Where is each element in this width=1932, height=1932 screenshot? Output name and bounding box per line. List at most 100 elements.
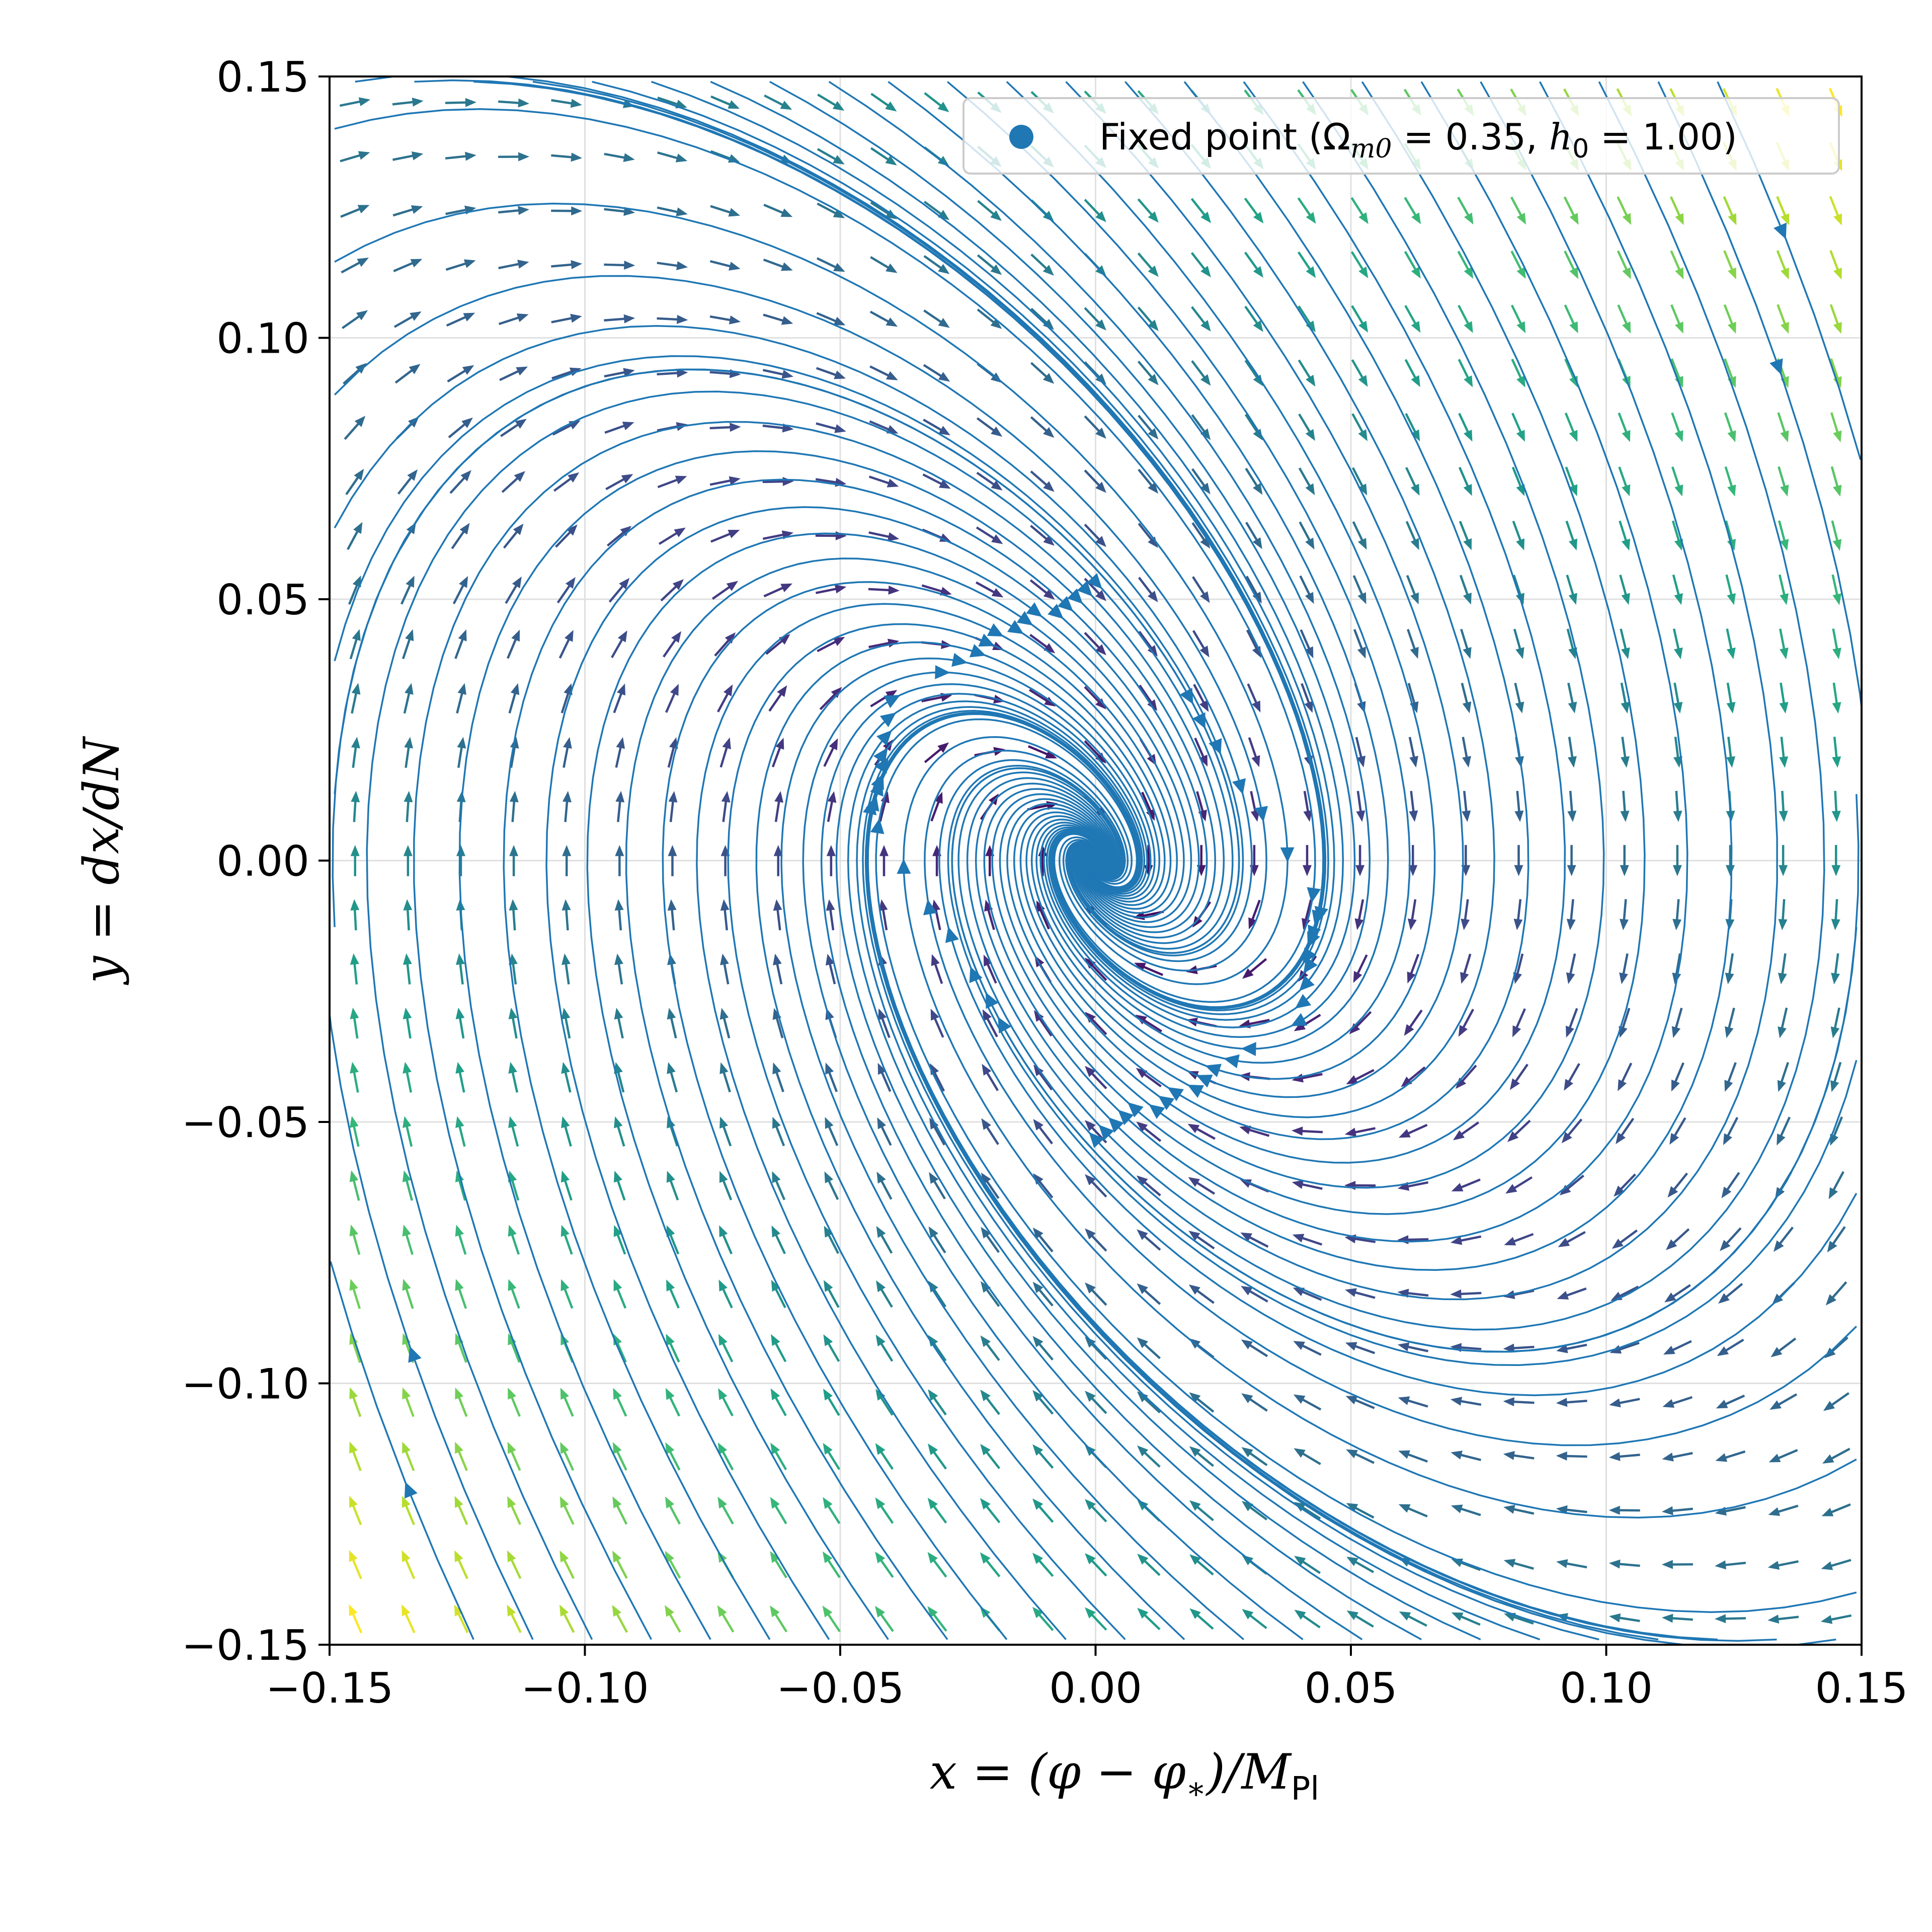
quiver-arrowhead bbox=[1240, 1232, 1252, 1242]
quiver-arrowhead bbox=[1718, 1293, 1730, 1304]
quiver-arrowhead bbox=[990, 318, 1002, 329]
quiver-arrowhead bbox=[1148, 319, 1159, 332]
quiver-arrowhead bbox=[462, 365, 474, 375]
quiver-arrowhead bbox=[518, 152, 530, 162]
quiver-arrowhead bbox=[1569, 267, 1579, 279]
quiver-arrowhead bbox=[1673, 756, 1682, 768]
quiver-arrowhead bbox=[1780, 485, 1789, 497]
quiver-arrowhead bbox=[1189, 1392, 1201, 1403]
quiver-arrowhead bbox=[781, 262, 793, 271]
quiver-arrowhead bbox=[720, 953, 729, 965]
streamline bbox=[951, 767, 1860, 1353]
quiver-arrowhead bbox=[509, 899, 518, 911]
quiver-arrowhead bbox=[1507, 1131, 1519, 1142]
quiver-arrowhead bbox=[930, 1008, 939, 1021]
quiver-arrowhead bbox=[1608, 1505, 1620, 1515]
quiver-arrowhead bbox=[1305, 592, 1314, 604]
quiver-arrowhead bbox=[1725, 919, 1735, 931]
quiver-arrowhead bbox=[834, 424, 846, 433]
streamline bbox=[334, 202, 1289, 985]
quiver-arrowhead bbox=[560, 1279, 570, 1292]
quiver-arrowhead bbox=[1242, 968, 1254, 979]
quiver-arrowhead bbox=[1188, 1231, 1200, 1241]
quiver-arrowhead bbox=[1831, 919, 1840, 931]
quiver-arrowhead bbox=[562, 845, 572, 856]
axis-ticks: −0.15−0.15 −0.10 −0.10 −0.05 −0.05 0.00 0.00 0.… bbox=[182, 53, 1908, 1713]
quiver-arrowhead bbox=[567, 524, 578, 536]
quiver-arrowhead bbox=[1147, 591, 1158, 603]
quiver-arrowhead bbox=[1671, 1026, 1681, 1038]
quiver-arrowhead bbox=[1200, 591, 1210, 603]
quiver-arrowhead bbox=[1095, 373, 1106, 385]
quiver-arrowhead bbox=[1778, 973, 1787, 985]
quiver-arrowhead bbox=[1095, 590, 1106, 601]
quiver-arrowhead bbox=[623, 153, 635, 163]
quiver-arrowhead bbox=[729, 315, 741, 325]
streamline bbox=[924, 750, 1858, 1446]
quiver-arrowhead bbox=[980, 1335, 991, 1347]
quiver-arrowhead bbox=[1043, 589, 1055, 600]
quiver-arrowhead bbox=[1085, 1391, 1096, 1402]
quiver-arrowhead bbox=[1569, 430, 1578, 442]
quiver-arrowhead bbox=[1294, 1448, 1306, 1458]
quiver-arrowhead bbox=[612, 1496, 622, 1508]
streamline-arrowhead bbox=[1295, 994, 1312, 1009]
quiver-arrowhead bbox=[1780, 539, 1789, 551]
streamline bbox=[1019, 81, 1495, 1118]
quiver-arrowhead bbox=[457, 683, 466, 695]
quiver-arrowhead bbox=[454, 1496, 463, 1508]
streamline bbox=[710, 80, 1344, 1021]
quiver-arrowhead bbox=[612, 1550, 622, 1563]
streamline-arrowhead bbox=[935, 665, 950, 679]
streamline-arrowhead bbox=[1307, 931, 1320, 948]
quiver-arrowhead bbox=[455, 1007, 465, 1019]
quiver-arrowhead bbox=[614, 1116, 623, 1129]
quiver-arrowhead bbox=[1137, 1229, 1148, 1240]
quiver-arrowhead bbox=[1450, 1236, 1463, 1245]
quiver-arrowhead bbox=[1515, 701, 1524, 713]
quiver-arrowhead bbox=[354, 468, 364, 480]
quiver-arrowhead bbox=[1833, 268, 1842, 280]
quiver-arrowhead bbox=[1608, 1452, 1621, 1461]
quiver-arrowhead bbox=[1509, 1078, 1520, 1090]
quiver-arrowhead bbox=[1621, 593, 1630, 605]
streamline-arrowhead bbox=[1769, 358, 1783, 375]
quiver-arrowhead bbox=[560, 1170, 570, 1183]
quiver-arrowhead bbox=[350, 1007, 359, 1019]
quiver-arrowhead bbox=[1621, 756, 1630, 768]
quiver-arrowhead bbox=[877, 1063, 887, 1075]
quiver-arrowhead bbox=[1675, 213, 1684, 225]
streamline bbox=[1006, 81, 1566, 1164]
quiver-arrowhead bbox=[1353, 971, 1362, 983]
streamline-arrowhead bbox=[986, 992, 999, 1009]
quiver-arrowhead bbox=[350, 899, 360, 911]
quiver-arrowhead bbox=[1085, 1553, 1096, 1565]
quiver-arrowhead bbox=[570, 313, 582, 323]
quiver-arrowhead bbox=[350, 845, 360, 856]
quiver-arrowhead bbox=[938, 372, 950, 382]
quiver-arrowhead bbox=[778, 634, 790, 645]
streamline bbox=[769, 80, 1356, 1028]
quiver-arrowhead bbox=[1725, 1026, 1734, 1038]
y-tick-label: 0.10 bbox=[216, 314, 309, 363]
quiver-arrowhead bbox=[829, 738, 838, 751]
quiver-arrowhead bbox=[1622, 430, 1631, 442]
streamline bbox=[835, 693, 1422, 1641]
quiver-arrowhead bbox=[1516, 484, 1525, 496]
quiver-arrowhead bbox=[1408, 865, 1418, 876]
quiver-arrowhead bbox=[1609, 1398, 1621, 1408]
quiver-arrowhead bbox=[827, 791, 837, 803]
quiver-arrowhead bbox=[1346, 1503, 1358, 1512]
quiver-arrowhead bbox=[1720, 1240, 1731, 1251]
quiver-arrowhead bbox=[1621, 647, 1630, 660]
quiver-arrowhead bbox=[1620, 865, 1629, 876]
quiver-arrowhead bbox=[1773, 1240, 1784, 1252]
streamline bbox=[755, 641, 1185, 1640]
quiver-arrowhead bbox=[1512, 1025, 1521, 1037]
streamline-arrowhead bbox=[879, 712, 897, 728]
streamline-arrowhead bbox=[998, 1016, 1012, 1033]
quiver-arrowhead bbox=[457, 737, 466, 749]
quiver-arrowhead bbox=[1674, 430, 1683, 442]
quiver-arrowhead bbox=[980, 1443, 991, 1456]
